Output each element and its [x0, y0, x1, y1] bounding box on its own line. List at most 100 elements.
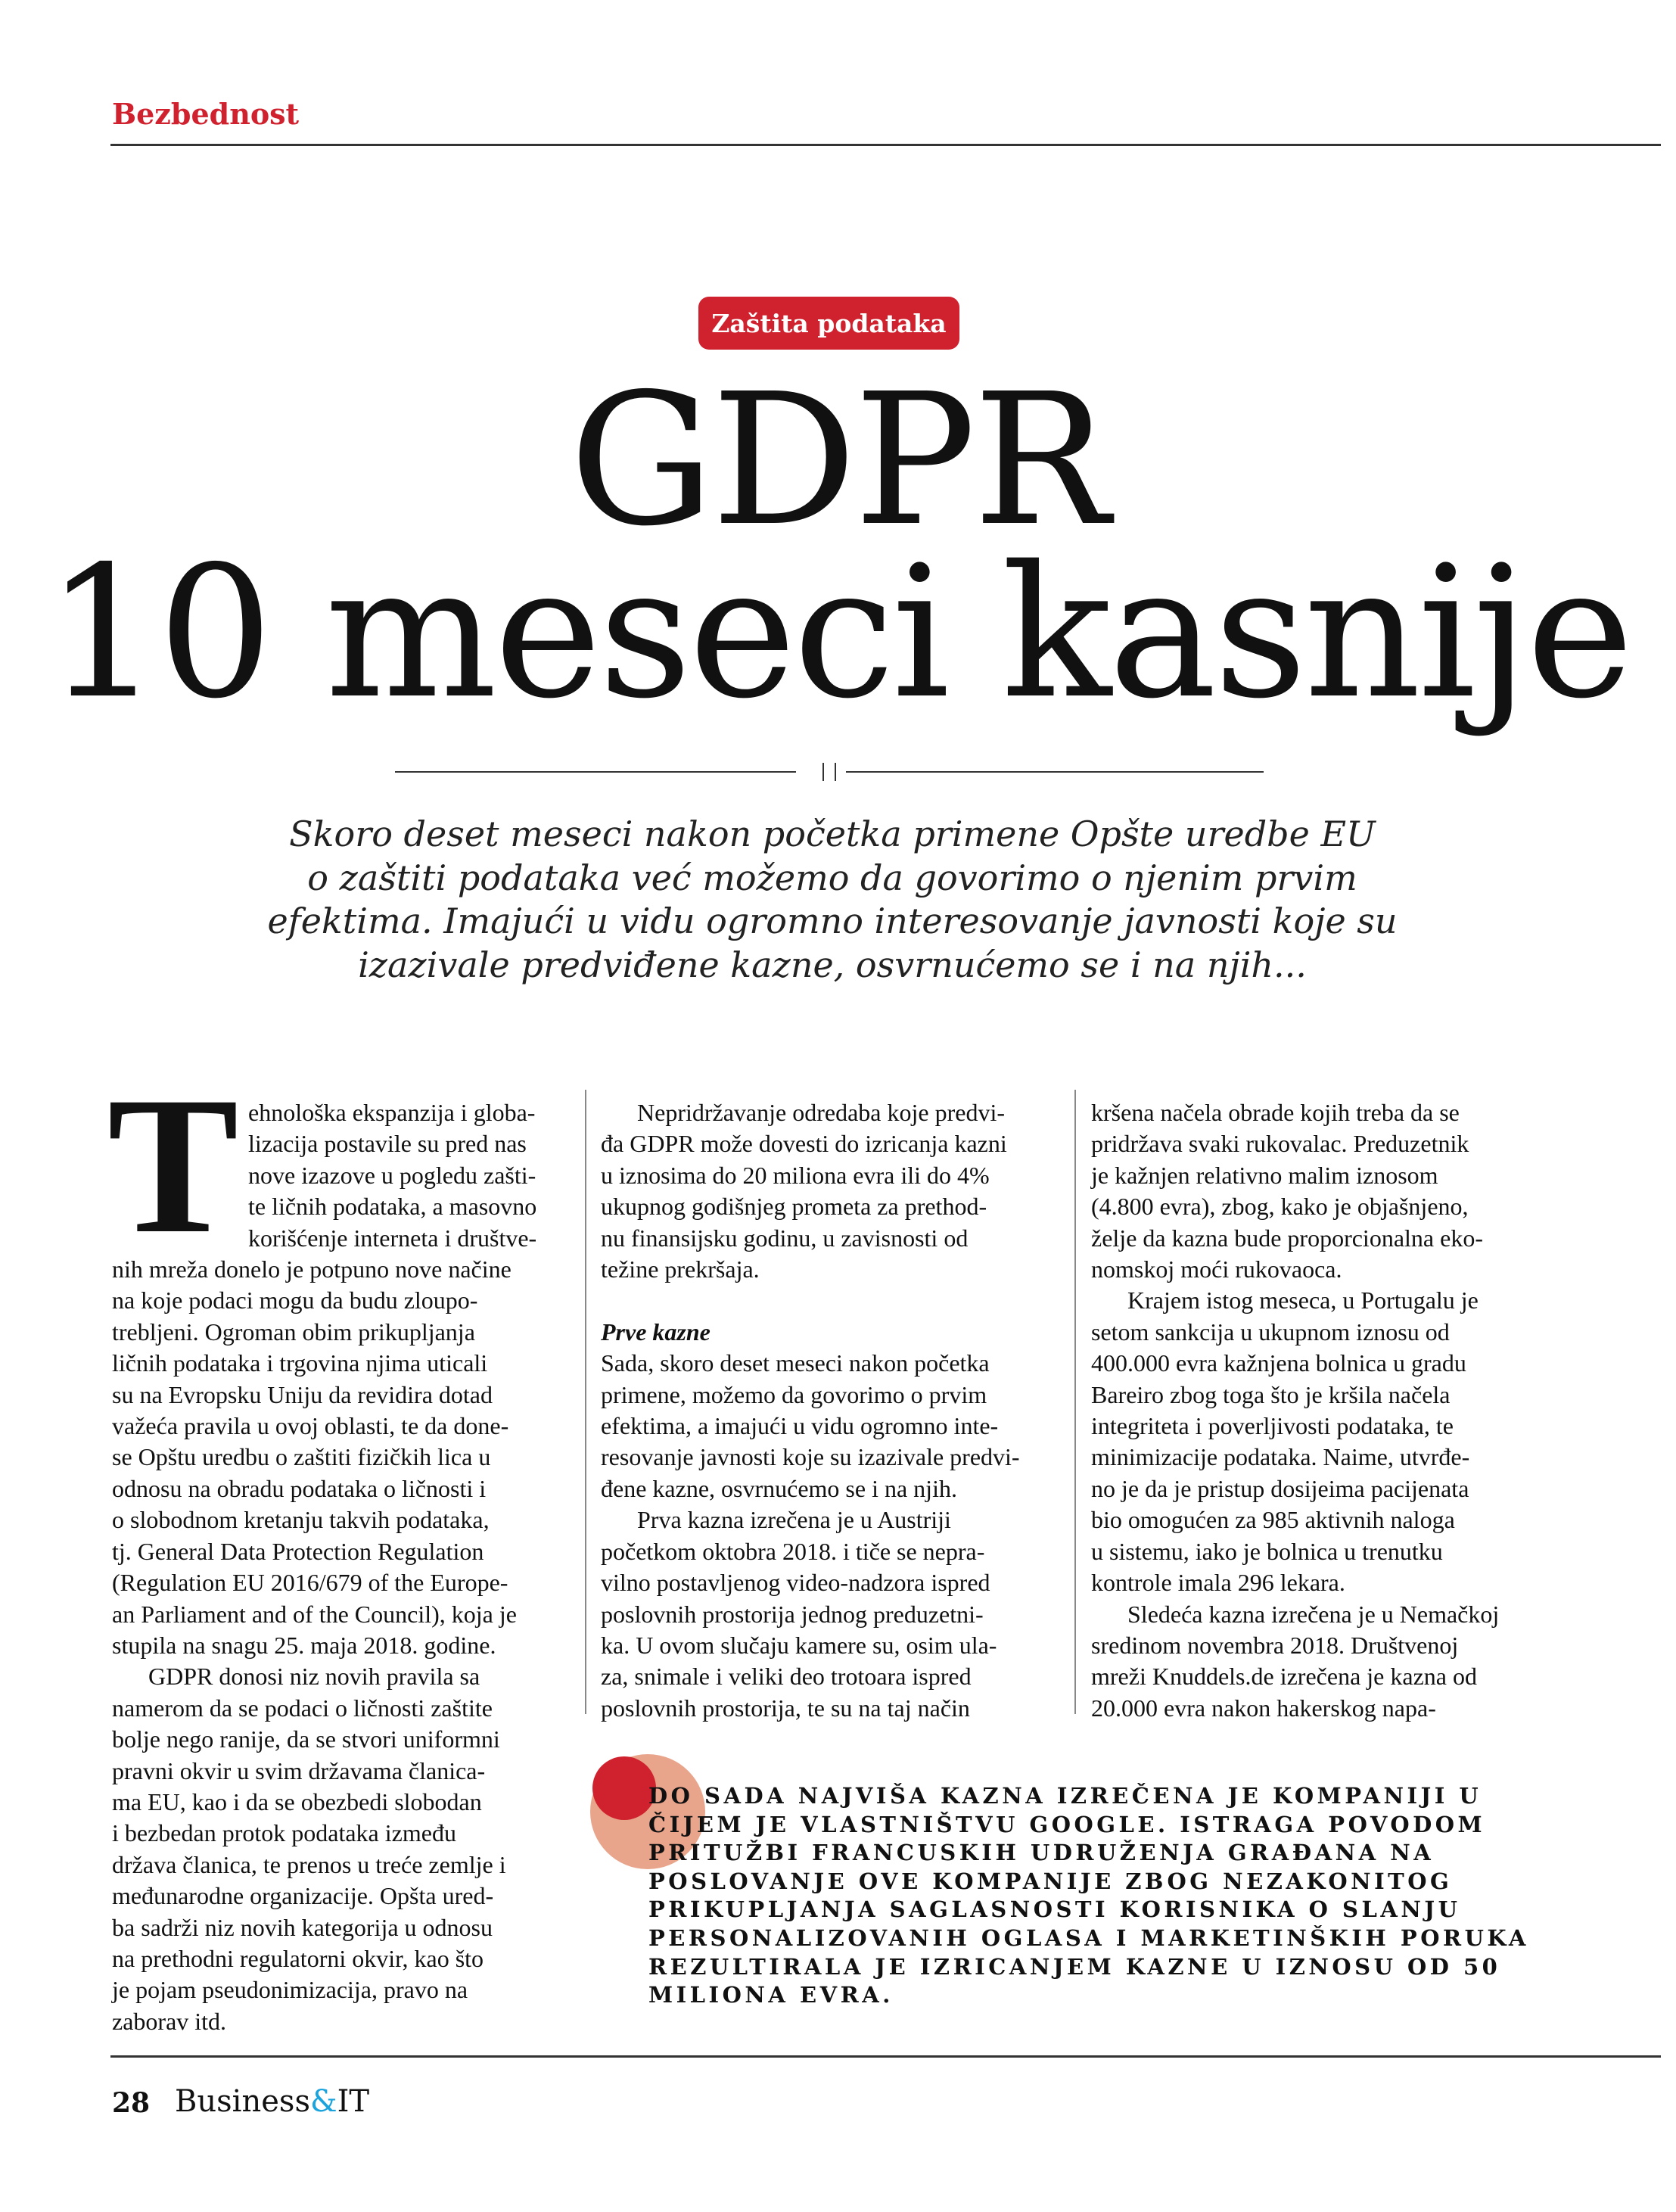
text-line: ličnih podataka i trgovina njima uticali — [112, 1349, 488, 1377]
text-line: namerom da se podaci o ličnosti zaštite — [112, 1694, 493, 1722]
decorative-circle-red — [592, 1756, 656, 1820]
headline-line-1: GDPR — [569, 354, 1109, 566]
text-line: odnosu na obradu podataka o ličnosti i — [112, 1474, 487, 1502]
text-line: Krajem istog meseca, u Portugalu je — [1127, 1286, 1479, 1314]
text-line: važeća pravila u ovoj oblasti, te da don… — [112, 1412, 509, 1440]
text-line: bio omogućen za 985 aktivnih naloga — [1091, 1506, 1455, 1534]
text-line: (Regulation EU 2016/679 of the Europe- — [112, 1569, 508, 1597]
text-line: 400.000 evra kažnjena bolnica u gradu — [1091, 1349, 1466, 1377]
text-line: vilno postavljenog video-nadzora ispred — [601, 1569, 990, 1597]
text-line: stupila na snagu 25. maja 2018. godine. — [112, 1631, 496, 1659]
title-divider — [395, 763, 1264, 781]
spacer — [601, 1285, 1062, 1316]
column-separator — [585, 1090, 586, 1714]
text-line: ukupnog godišnjeg prometa za prethod- — [601, 1193, 987, 1221]
section-label: Bezbednost — [112, 97, 300, 131]
text-line: nove izazove u pogledu zašti- — [248, 1161, 536, 1189]
text-line: i bezbedan protok podataka između — [112, 1819, 456, 1847]
lead-paragraph: Skoro deset meseci nakon početka primene… — [227, 813, 1438, 987]
text-line: đa GDPR može dovesti do izricanja kazni — [601, 1130, 1007, 1158]
logo-text: IT — [337, 2084, 370, 2119]
logo-ampersand: & — [309, 2084, 337, 2119]
text-line: želje da kazna bude proporcionalna eko- — [1091, 1224, 1483, 1252]
text-line: te ličnih podataka, a masovno — [248, 1193, 537, 1221]
text-line: poslovnih prostorija, te su na taj način — [601, 1694, 970, 1722]
text-line: primene, možemo da govorimo o prvim — [601, 1380, 987, 1408]
text-line: ma EU, kao i da se obezbedi slobodan — [112, 1787, 482, 1815]
text-line: ČIJEM JE VLASTNIŠTVU GOOGLE. ISTRAGA POV… — [648, 1811, 1486, 1837]
magazine-logo: Business&IT — [175, 2084, 369, 2119]
text-line: POSLOVANJE OVE KOMPANIJE ZBOG NEZAKONITO… — [648, 1868, 1453, 1894]
column-separator — [1074, 1090, 1076, 1714]
text-line: na prethodni regulatorni okvir, kao što — [112, 1944, 484, 1972]
text-line: kršena načela obrade kojih treba da se — [1091, 1099, 1460, 1126]
logo-text: Business — [175, 2084, 310, 2119]
text-line: PRITUŽBI FRANCUSKIH UDRUŽENJA GRAĐANA NA — [648, 1840, 1435, 1866]
subheading: Prve kazne — [601, 1318, 711, 1346]
text-line: u sistemu, iako je bolnica u trenutku — [1091, 1537, 1443, 1565]
text-line: je kažnjen relativno malim iznosom — [1091, 1161, 1438, 1189]
text-line: minimizacije podataka. Naime, utvrđe- — [1091, 1443, 1470, 1471]
text-line: lizacija postavile su pred nas — [248, 1130, 527, 1158]
text-line: sredinom novembra 2018. Društvenoj — [1091, 1631, 1459, 1659]
text-line: GDPR donosi niz novih pravila sa — [148, 1663, 480, 1691]
text-line: nu finansijsku godinu, u zavisnosti od — [601, 1224, 969, 1252]
text-line: đene kazne, osvrnućemo se i na njih. — [601, 1474, 957, 1502]
text-line: DO SADA NAJVIŠA KAZNA IZREČENA JE KOMPAN… — [648, 1783, 1482, 1809]
text-line: 20.000 evra nakon hakerskog napa- — [1091, 1694, 1436, 1722]
text-line: poslovnih prostorija jednog preduzetni- — [601, 1600, 984, 1628]
text-line: Sledeća kazna izrečena je u Nemačkoj — [1127, 1600, 1500, 1628]
text-line: za, snimale i veliki deo trotoara ispred — [601, 1663, 972, 1691]
text-line: ka. U ovom slučaju kamere su, osim ula- — [601, 1631, 997, 1659]
text-line: o slobodnom kretanju takvih podataka, — [112, 1506, 490, 1534]
text-line: pravni okvir u svim državama članica- — [112, 1756, 486, 1784]
text-line: težine prekršaja. — [601, 1255, 760, 1283]
text-line: MILIONA EVRA. — [648, 1982, 894, 2008]
text-line: trebljeni. Ogroman obim prikupljanja — [112, 1318, 475, 1346]
text-line: zaborav itd. — [112, 2007, 227, 2035]
body-column-1: ehnološka ekspanzija i globa-lizacija po… — [112, 1097, 574, 2037]
page-number: 28 — [112, 2087, 151, 2119]
text-line: (4.800 evra), zbog, kako je objašnjeno, — [1091, 1193, 1469, 1221]
text-line: an Parliament and of the Council), koja … — [112, 1600, 517, 1628]
text-line: setom sankcija u ukupnom iznosu od — [1091, 1318, 1450, 1346]
pull-quote: DO SADA NAJVIŠA KAZNA IZREČENA JE KOMPAN… — [648, 1782, 1529, 2010]
footer-rule — [110, 2055, 1661, 2058]
text-line: Bareiro zbog toga što je kršila načela — [1091, 1380, 1451, 1408]
text-line: Prva kazna izrečena je u Austriji — [637, 1506, 951, 1534]
text-line: na koje podaci mogu da budu zloupo- — [112, 1286, 478, 1314]
body-column-2: Nepridržavanje odredaba koje predvi-đa G… — [601, 1097, 1062, 1724]
text-line: ehnološka ekspanzija i globa- — [248, 1099, 536, 1126]
deck-line: efektima. Imajući u vidu ogromno interes… — [267, 901, 1398, 941]
text-line: ba sadrži niz novih kategorija u odnosu — [112, 1913, 493, 1941]
text-line: resovanje javnosti koje su izazivale pre… — [601, 1443, 1020, 1471]
text-line: REZULTIRALA JE IZRICANJEM KAZNE U IZNOSU… — [648, 1953, 1501, 1980]
text-line: početkom oktobra 2018. i tiče se nepra- — [601, 1537, 985, 1565]
text-line: nomskoj moći rukovaoca. — [1091, 1255, 1342, 1283]
text-line: PERSONALIZOVANIH OGLASA I MARKETINŠKIH P… — [648, 1924, 1529, 1951]
text-line: međunarodne organizacije. Opšta ured- — [112, 1882, 494, 1910]
text-line: Nepridržavanje odredaba koje predvi- — [637, 1099, 1005, 1126]
text-line: kontrole imala 296 lekara. — [1091, 1569, 1345, 1597]
headline-line-2: 10 meseci kasnije — [45, 527, 1634, 739]
text-line: je pojam pseudonimizacija, pravo na — [112, 1976, 468, 2004]
text-line: se Opštu uredbu o zaštiti fizičkih lica … — [112, 1443, 491, 1471]
text-line: Sada, skoro deset meseci nakon početka — [601, 1349, 990, 1377]
drop-cap: T — [107, 1056, 239, 1274]
text-line: pridržava svaki rukovalac. Preduzetnik — [1091, 1130, 1469, 1158]
header-rule — [110, 144, 1661, 146]
text-line: u iznosima do 20 miliona evra ili do 4% — [601, 1161, 990, 1189]
text-line: efektima, a imajući u vidu ogromno inte- — [601, 1412, 999, 1440]
text-line: PRIKUPLJANJA SAGLASNOSTI KORISNIKA O SLA… — [648, 1896, 1461, 1923]
deck-line: Skoro deset meseci nakon početka primene… — [289, 814, 1376, 854]
deck-line: izazivale predviđene kazne, osvrnućemo s… — [358, 944, 1307, 985]
text-line: su na Evropsku Uniju da revidira dotad — [112, 1380, 493, 1408]
text-line: korišćenje interneta i društve- — [248, 1224, 537, 1252]
body-column-3: kršena načela obrade kojih treba da se pr… — [1091, 1097, 1553, 1724]
text-line: mreži Knuddels.de izrečena je kazna od — [1091, 1663, 1477, 1691]
text-line: bolje nego ranije, da se stvori uniformn… — [112, 1725, 500, 1753]
text-line: tj. General Data Protection Regulation — [112, 1537, 484, 1565]
text-line: integriteta i poverljivosti podataka, te — [1091, 1412, 1454, 1440]
deck-line: o zaštiti podataka već možemo da govorim… — [307, 857, 1357, 898]
text-line: država članica, te prenos u treće zemlje… — [112, 1850, 506, 1878]
